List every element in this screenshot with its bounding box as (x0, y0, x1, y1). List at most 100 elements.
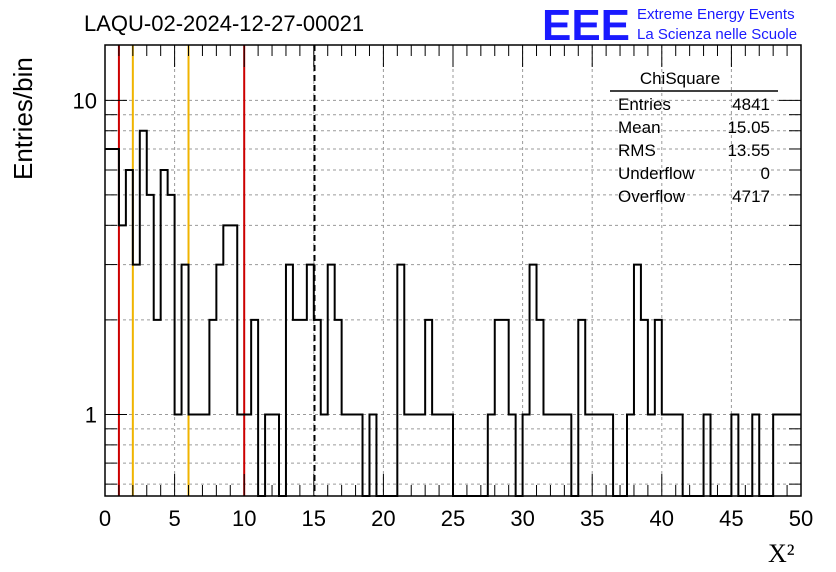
histogram-bin (112, 149, 119, 496)
x-tick-label: 35 (580, 506, 604, 531)
histogram-bin (251, 320, 258, 496)
histogram-bin (272, 414, 279, 496)
histogram-outline (105, 129, 801, 497)
stats-value-rms: 13.55 (727, 141, 770, 160)
stats-label-overflow: Overflow (618, 187, 686, 206)
histogram-bin (237, 414, 244, 496)
histogram-bin (439, 414, 446, 496)
histogram-bin (314, 320, 321, 496)
histogram (105, 129, 801, 497)
histogram-bin (216, 265, 223, 496)
stats-label-rms: RMS (618, 141, 656, 160)
histogram-bin (599, 414, 606, 496)
histogram-bin (537, 320, 544, 496)
histogram-bin (223, 225, 230, 496)
histogram-bin (321, 414, 328, 496)
stats-title: ChiSquare (640, 69, 720, 88)
y-tick-label: 1 (85, 402, 97, 427)
stats-value-overflow: 4717 (732, 187, 770, 206)
histogram-bin (585, 414, 592, 496)
histogram-bin (634, 265, 641, 496)
histogram-bin (404, 414, 411, 496)
x-tick-label: 20 (371, 506, 395, 531)
histogram-bin (530, 265, 537, 496)
histogram-bin (550, 414, 557, 496)
histogram-bin (175, 414, 182, 496)
x-axis-label: X² (768, 539, 795, 568)
histogram-bin (293, 320, 300, 496)
stats-value-mean: 15.05 (727, 118, 770, 137)
histogram-bin (578, 320, 585, 496)
axes: 0 5 10 15 20 25 30 35 40 45 50 1 10 (73, 44, 813, 531)
stats-value-entries: 4841 (732, 95, 770, 114)
histogram-bin (411, 414, 418, 496)
histogram-bin (307, 265, 314, 496)
y-axis-label: Entries/bin (8, 57, 38, 180)
x-tick-label: 5 (168, 506, 180, 531)
histogram-bin (523, 414, 530, 496)
histogram-bin (543, 414, 550, 496)
x-tick-label: 25 (441, 506, 465, 531)
histogram-bin (731, 414, 738, 496)
histogram-bin (641, 320, 648, 496)
histogram-bin (209, 320, 216, 496)
histogram-bin (133, 265, 140, 496)
histogram-bin (300, 320, 307, 496)
histogram-bin (147, 195, 154, 496)
stats-label-underflow: Underflow (618, 164, 695, 183)
histogram-bin (488, 414, 495, 496)
histogram-bin (342, 414, 349, 496)
stats-label-mean: Mean (618, 118, 661, 137)
x-tick-label: 0 (99, 506, 111, 531)
histogram-bin (557, 414, 564, 496)
histogram-bin (286, 265, 293, 496)
histogram-bin (662, 414, 669, 496)
histogram-bin (704, 414, 711, 496)
histogram-bin (592, 414, 599, 496)
x-tick-label: 10 (232, 506, 256, 531)
logo-line-1: Extreme Energy Events (637, 6, 795, 23)
histogram-bin (669, 414, 676, 496)
histogram-bin (195, 414, 202, 496)
histogram-bin (606, 414, 613, 496)
histogram-bin (119, 225, 126, 496)
eee-logo: EEE Extreme Energy Events La Scienza nel… (542, 1, 797, 50)
histogram-bin (126, 170, 133, 496)
histogram-bin (369, 414, 376, 496)
stats-value-underflow: 0 (761, 164, 770, 183)
histogram-bin (446, 414, 453, 496)
histogram-bin (230, 225, 237, 496)
histogram-bin (564, 414, 571, 496)
y-tick-label: 10 (73, 88, 97, 113)
histogram-bin (502, 320, 509, 496)
histogram-bin (202, 414, 209, 496)
x-tick-label: 50 (789, 506, 813, 531)
histogram-bin (168, 195, 175, 496)
histogram-bin (627, 414, 634, 496)
histogram-bin (773, 414, 780, 496)
histogram-bin (495, 320, 502, 496)
histogram-bin (418, 414, 425, 496)
chart-title: LAQU-02-2024-12-27-00021 (84, 11, 364, 36)
histogram-bin (105, 149, 112, 496)
histogram-bin (244, 414, 251, 496)
histogram-bin (432, 414, 439, 496)
x-tick-label: 15 (302, 506, 326, 531)
histogram-bin (648, 414, 655, 496)
histogram-bin (182, 265, 189, 496)
histogram-bin (154, 320, 161, 496)
histogram-bin (752, 414, 759, 496)
x-tick-label: 40 (650, 506, 674, 531)
histogram-bin (397, 265, 404, 496)
x-tick-label: 30 (510, 506, 534, 531)
histogram-bin (189, 414, 196, 496)
histogram-bin (509, 414, 516, 496)
histogram-bin (425, 320, 432, 496)
histogram-bin (349, 414, 356, 496)
histogram-bin (335, 320, 342, 496)
histogram-bin (780, 414, 787, 496)
eee-logo-text: EEE (542, 1, 630, 50)
histogram-bin (140, 131, 147, 496)
histogram-bin (265, 414, 272, 496)
